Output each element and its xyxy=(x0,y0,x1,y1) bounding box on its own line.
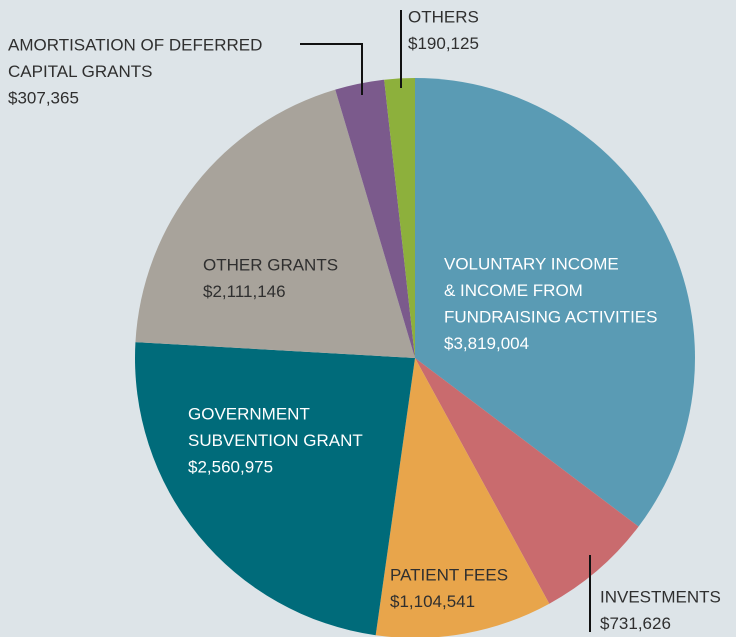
slice-label: GOVERNMENT xyxy=(188,404,310,423)
pie xyxy=(135,78,695,637)
pie-slice xyxy=(335,79,415,359)
pie-slice xyxy=(135,342,416,636)
value-label: $2,111,146 xyxy=(203,282,286,301)
slice-label: FUNDRAISING ACTIVITIES xyxy=(444,307,657,326)
slice-label: INVESTMENTS xyxy=(600,587,721,606)
slice-label: OTHERS xyxy=(408,7,479,26)
value-label: $190,125 xyxy=(408,34,479,53)
slice-label: SUBVENTION GRANT xyxy=(188,431,363,450)
pie-slice xyxy=(415,78,695,527)
value-label: $1,104,541 xyxy=(390,592,475,611)
pie-slice xyxy=(135,89,415,358)
pie-slice xyxy=(415,358,639,604)
pie-slice xyxy=(375,358,550,637)
value-label: $3,819,004 xyxy=(444,334,529,353)
value-label: $307,365 xyxy=(8,88,79,107)
slice-label: AMORTISATION OF DEFERRED xyxy=(8,35,262,54)
value-label: $731,626 xyxy=(600,614,671,633)
leader-line xyxy=(300,43,363,95)
slice-label: & INCOME FROM xyxy=(444,281,583,300)
slice-label: PATIENT FEES xyxy=(390,565,508,584)
value-label: $2,560,975 xyxy=(188,457,273,476)
slice-label: OTHER GRANTS xyxy=(203,255,338,274)
slice-label: VOLUNTARY INCOME xyxy=(444,254,619,273)
slice-label: CAPITAL GRANTS xyxy=(8,62,153,81)
pie-slice xyxy=(384,78,415,358)
